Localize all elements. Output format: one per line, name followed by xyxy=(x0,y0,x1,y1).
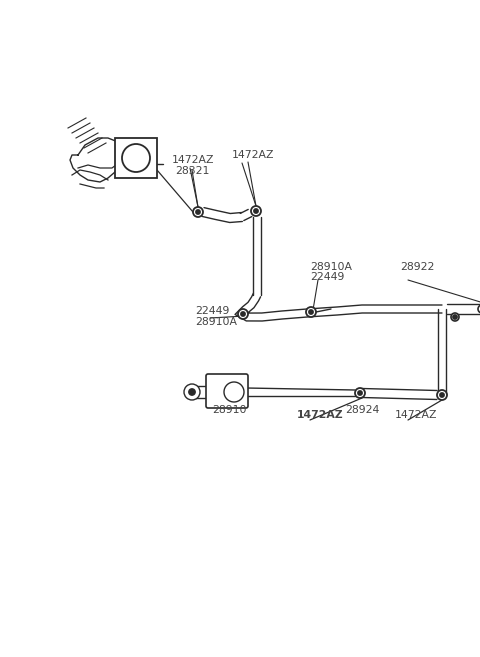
Circle shape xyxy=(224,382,244,402)
Circle shape xyxy=(453,315,457,319)
Circle shape xyxy=(238,309,248,319)
Circle shape xyxy=(193,207,203,217)
FancyBboxPatch shape xyxy=(206,374,248,408)
Circle shape xyxy=(440,393,444,397)
Circle shape xyxy=(122,144,150,172)
Text: 1472AZ: 1472AZ xyxy=(172,155,215,165)
Text: 22449: 22449 xyxy=(310,272,344,282)
Text: 28910A: 28910A xyxy=(310,262,352,272)
Circle shape xyxy=(358,391,362,395)
Bar xyxy=(115,138,157,178)
Circle shape xyxy=(241,312,245,316)
Text: 22449: 22449 xyxy=(195,306,229,316)
Circle shape xyxy=(306,307,316,317)
Circle shape xyxy=(251,206,261,216)
Text: 28922: 28922 xyxy=(400,262,434,272)
Circle shape xyxy=(355,388,365,398)
Circle shape xyxy=(437,390,447,400)
Text: 28321: 28321 xyxy=(175,166,209,176)
Circle shape xyxy=(184,384,200,400)
Text: 28910A: 28910A xyxy=(195,317,237,327)
Circle shape xyxy=(196,210,200,214)
Circle shape xyxy=(254,209,258,213)
Text: 1472AZ: 1472AZ xyxy=(395,410,437,420)
Text: 28910: 28910 xyxy=(212,405,247,415)
Text: 1472AZ: 1472AZ xyxy=(297,410,344,420)
Circle shape xyxy=(451,313,459,321)
Text: 1472AZ: 1472AZ xyxy=(232,150,275,160)
Text: 28924: 28924 xyxy=(345,405,379,415)
Circle shape xyxy=(309,310,313,314)
Circle shape xyxy=(478,305,480,313)
Circle shape xyxy=(189,389,195,395)
